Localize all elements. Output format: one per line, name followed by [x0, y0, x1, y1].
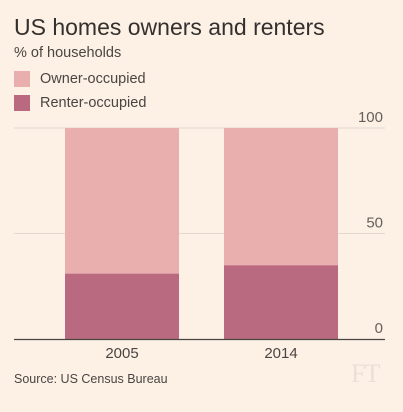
bar-2005-owner — [65, 128, 179, 274]
legend-item-owner: Owner-occupied — [14, 70, 146, 88]
legend-swatch-owner — [14, 71, 30, 87]
bar-2014-renter — [224, 265, 338, 339]
chart-title: US homes owners and renters — [14, 14, 325, 40]
legend-label-owner: Owner-occupied — [40, 71, 146, 87]
source-note: Source: US Census Bureau — [14, 372, 168, 386]
x-tick-label: 2005 — [105, 345, 138, 362]
chart-subtitle: % of households — [14, 45, 122, 61]
bar-2005-renter — [65, 273, 179, 339]
legend-label-renter: Renter-occupied — [40, 95, 147, 111]
legend-swatch-renter — [14, 95, 30, 111]
y-tick-label: 0 — [375, 320, 383, 337]
ft-logo: FT — [351, 359, 380, 388]
bar-2014-owner — [224, 128, 338, 266]
x-tick-label: 2014 — [264, 345, 297, 362]
y-tick-label: 50 — [366, 215, 383, 232]
y-tick-label: 100 — [358, 109, 383, 126]
legend-item-renter: Renter-occupied — [14, 94, 146, 112]
